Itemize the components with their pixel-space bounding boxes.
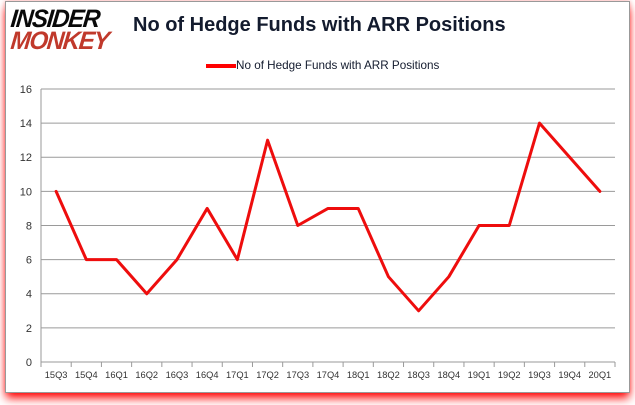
svg-text:18Q4: 18Q4 — [437, 370, 460, 380]
svg-text:6: 6 — [26, 255, 32, 267]
svg-text:16Q2: 16Q2 — [135, 370, 158, 380]
svg-text:18Q2: 18Q2 — [377, 370, 400, 380]
svg-text:20Q1: 20Q1 — [589, 370, 612, 380]
svg-text:12: 12 — [20, 152, 32, 164]
svg-text:19Q4: 19Q4 — [558, 370, 581, 380]
svg-text:16Q1: 16Q1 — [105, 370, 128, 380]
svg-text:16Q4: 16Q4 — [196, 370, 219, 380]
svg-text:15Q4: 15Q4 — [75, 370, 98, 380]
svg-text:10: 10 — [20, 186, 32, 198]
svg-text:15Q3: 15Q3 — [45, 370, 68, 380]
svg-text:18Q1: 18Q1 — [347, 370, 370, 380]
svg-text:19Q2: 19Q2 — [498, 370, 521, 380]
svg-text:0: 0 — [26, 357, 32, 369]
svg-text:17Q2: 17Q2 — [256, 370, 279, 380]
svg-text:16: 16 — [20, 84, 32, 96]
svg-text:4: 4 — [26, 289, 32, 301]
svg-text:17Q4: 17Q4 — [317, 370, 340, 380]
svg-text:19Q3: 19Q3 — [528, 370, 551, 380]
svg-text:19Q1: 19Q1 — [468, 370, 491, 380]
svg-text:16Q3: 16Q3 — [166, 370, 189, 380]
svg-text:2: 2 — [26, 323, 32, 335]
svg-text:14: 14 — [20, 118, 32, 130]
svg-text:18Q3: 18Q3 — [407, 370, 430, 380]
svg-text:8: 8 — [26, 220, 32, 232]
svg-text:17Q3: 17Q3 — [286, 370, 309, 380]
svg-text:17Q1: 17Q1 — [226, 370, 249, 380]
